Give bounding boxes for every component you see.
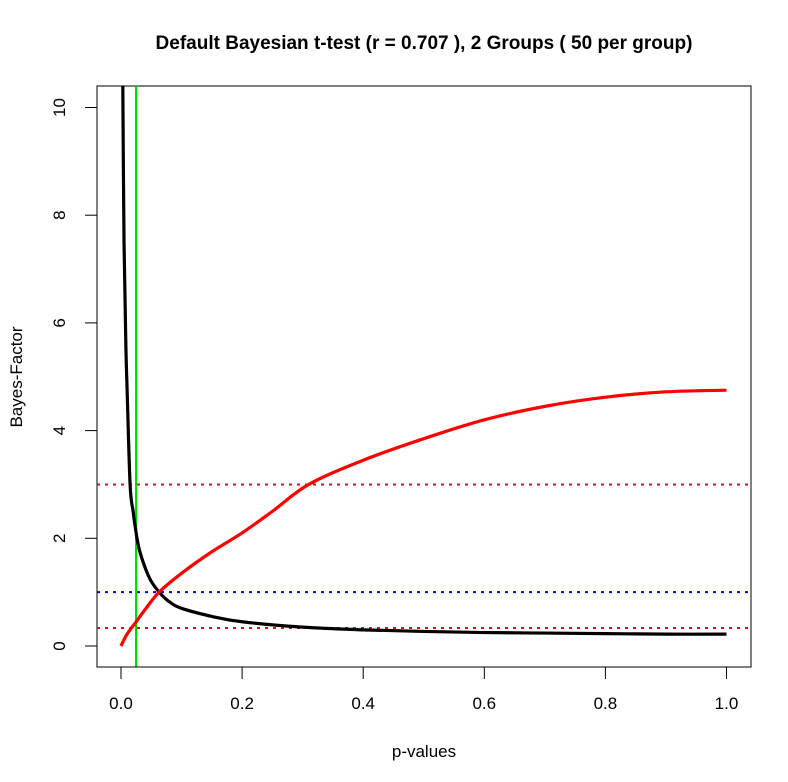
y-tick-label: 6: [50, 318, 69, 327]
y-tick-label: 0: [50, 641, 69, 650]
x-axis: 0.0 0.2 0.4 0.6 0.8 1.0: [109, 666, 739, 713]
x-tick-label: 0.0: [109, 694, 133, 713]
y-tick-label: 10: [50, 98, 69, 117]
data-series: [119, 86, 727, 647]
reference-lines: [97, 86, 751, 667]
plot-frame: [96, 85, 752, 668]
y-tick-label: 2: [50, 534, 69, 543]
x-axis-label: p-values: [392, 742, 456, 761]
y-tick-label: 8: [50, 210, 69, 219]
x-tick-label: 0.8: [594, 694, 618, 713]
x-tick-label: 0.6: [472, 694, 496, 713]
x-tick-label: 0.2: [230, 694, 254, 713]
bf01-curve: [119, 388, 727, 647]
chart-title: Default Bayesian t-test (r = 0.707 ), 2 …: [156, 33, 693, 54]
y-tick-label: 4: [50, 426, 69, 435]
x-tick-label: 0.4: [351, 694, 375, 713]
y-axis: 0 2 4 6 8 10: [50, 98, 97, 651]
bf10-curve: [121, 86, 727, 636]
y-axis-label: Bayes-Factor: [7, 326, 26, 427]
x-tick-label: 1.0: [715, 694, 739, 713]
